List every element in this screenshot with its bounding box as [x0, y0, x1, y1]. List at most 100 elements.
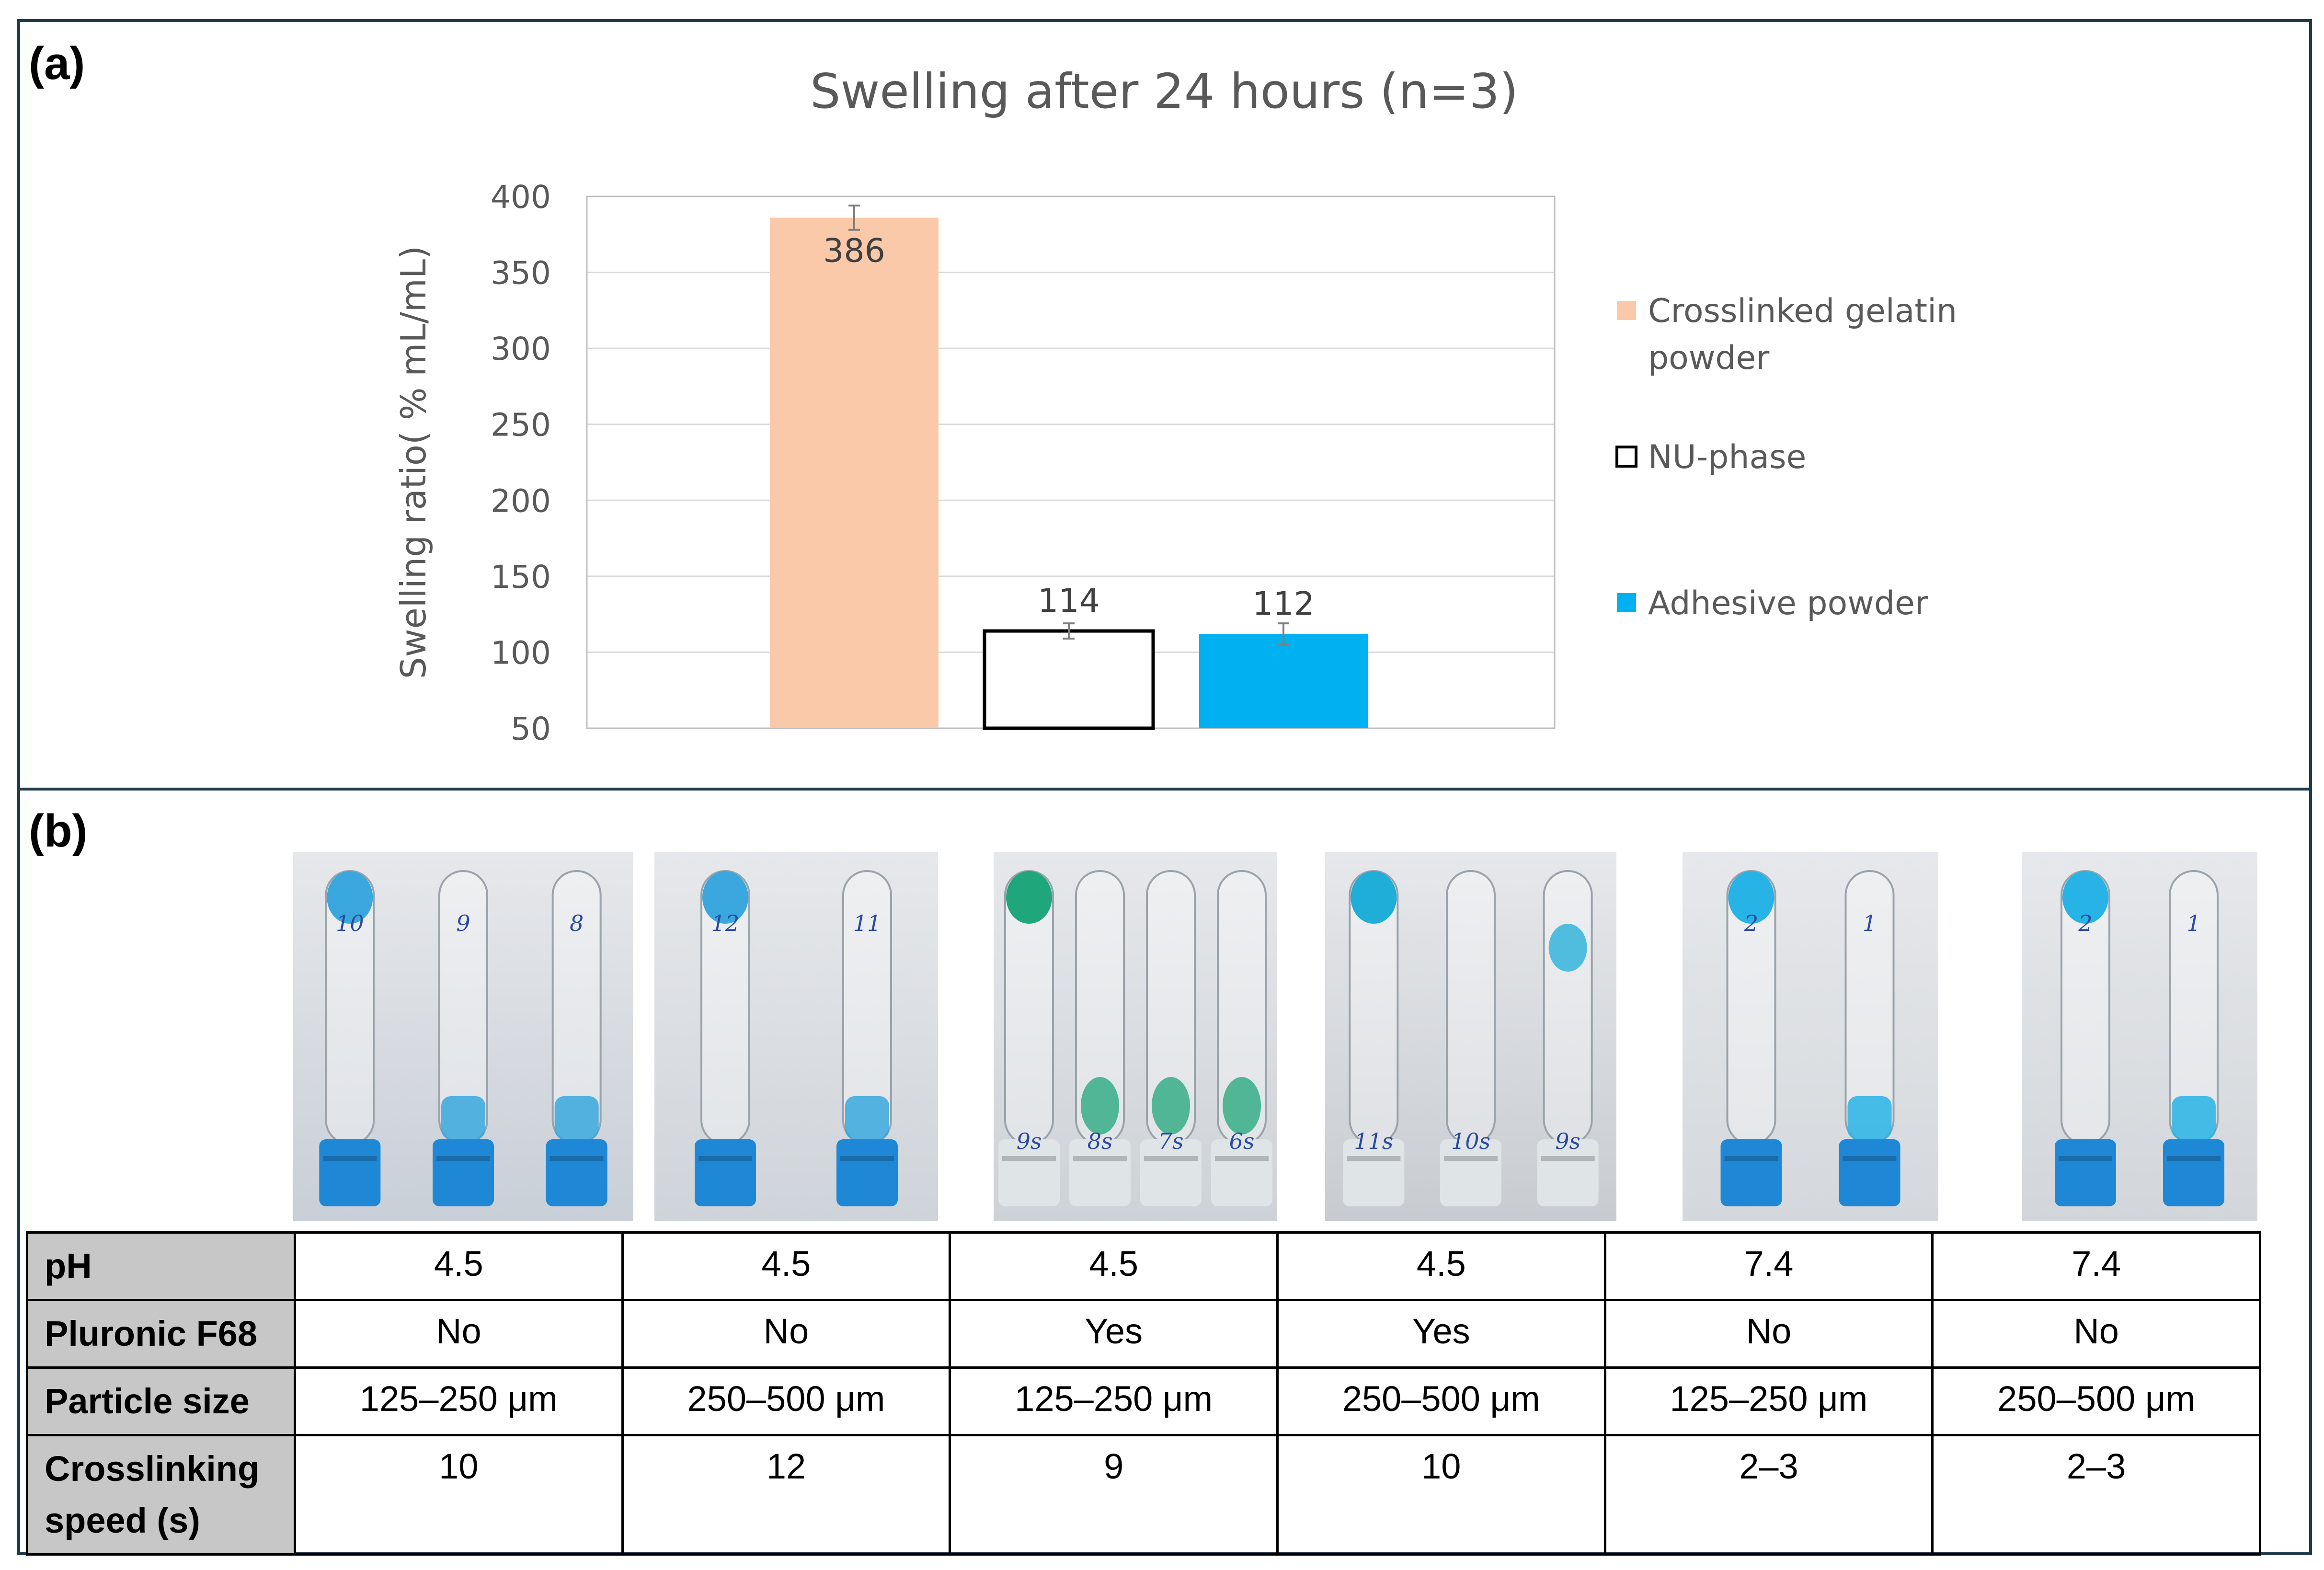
tube-number-label: 2 — [2078, 910, 2092, 936]
photo-1: 10 9 8 — [293, 852, 633, 1221]
table-cell: 250–500 μm — [1931, 1366, 2261, 1436]
tube-number-label: 10 — [336, 910, 364, 936]
gel-blob — [1223, 1077, 1261, 1135]
table-cell: 10 — [294, 1434, 624, 1556]
table-cell: 250–500 μm — [1276, 1366, 1606, 1436]
gel-sediment — [1847, 1096, 1892, 1139]
table-cell: 2–3 — [1603, 1434, 1934, 1556]
y-tick-label: 250 — [491, 407, 551, 444]
gel-plug — [1351, 871, 1397, 924]
legend-swatch — [1615, 446, 1637, 468]
table-row: pH 4.5 4.5 4.5 4.5 7.4 7.4 — [26, 1231, 2261, 1301]
tube-number-label: 8s — [1088, 1128, 1113, 1154]
tube-cap — [1839, 1139, 1900, 1206]
cap-ridge — [1144, 1156, 1198, 1161]
data-label: 112 — [1252, 585, 1315, 623]
table-row: Particle size 125–250 μm 250–500 μm 125–250… — [26, 1366, 2261, 1436]
tube-cap — [433, 1139, 494, 1206]
cap-ridge — [550, 1156, 604, 1161]
panel-b-label: (b) — [29, 805, 88, 857]
data-label: 386 — [823, 232, 885, 270]
cap-ridge — [2059, 1156, 2112, 1161]
tube-number-label: 9 — [456, 910, 470, 936]
test-tube — [1543, 870, 1593, 1145]
swelling-chart: Swelling after 24 hours (n=3) 50 100 150 200… — [393, 63, 1957, 747]
table-cell: 12 — [621, 1434, 951, 1556]
cap-ridge — [840, 1156, 894, 1161]
cap-ridge — [1073, 1156, 1127, 1161]
legend-swatch — [1617, 593, 1636, 612]
tube-number-label: 10s — [1451, 1128, 1490, 1154]
tube-number-label: 7s — [1158, 1128, 1184, 1154]
tube-cap — [1069, 1139, 1131, 1206]
table-cell: 125–250 μm — [949, 1366, 1279, 1436]
table-cell: No — [621, 1299, 951, 1369]
table-cell: 125–250 μm — [1603, 1366, 1934, 1436]
y-tick-label: 50 — [511, 711, 551, 747]
y-tick-label: 200 — [491, 482, 551, 519]
legend-label: Adhesive powder — [1648, 584, 1928, 622]
cap-ridge — [2167, 1156, 2221, 1161]
photo-4: 11s 10s 9s — [1325, 852, 1616, 1221]
photo-4-image: 11s 10s 9s — [1325, 852, 1616, 1221]
cap-ridge — [1002, 1156, 1056, 1161]
tube-number-label: 8 — [570, 910, 584, 936]
table-cell: 2–3 — [1931, 1434, 2261, 1556]
bar-nu-phase — [983, 629, 1155, 730]
tube-cap — [1140, 1139, 1202, 1206]
legend-label: powder — [1648, 339, 1769, 377]
photo-2: 12 11 — [654, 852, 938, 1221]
bar-crosslinked-gelatin-powder — [770, 218, 939, 728]
table-cell: 4.5 — [621, 1231, 951, 1301]
tube-cap — [998, 1139, 1060, 1206]
legend-label: Crosslinked gelatin — [1648, 292, 1957, 330]
tube-cap — [836, 1139, 898, 1206]
tube-number-label: 9s — [1555, 1128, 1580, 1154]
legend-label: NU-phase — [1648, 438, 1806, 476]
photo-3-image: 9s 8s 7s 6s — [994, 852, 1277, 1221]
tube-cap — [695, 1139, 756, 1206]
tube-cap — [1720, 1139, 1782, 1206]
table-cell: No — [1931, 1299, 2261, 1369]
table-cell: 7.4 — [1931, 1231, 2261, 1301]
row-header: Crosslinking speed (s) — [26, 1434, 296, 1556]
tube-number-label: 1 — [2187, 910, 2200, 936]
gel-sediment — [2172, 1096, 2216, 1139]
tube-number-label: 11s — [1354, 1128, 1393, 1154]
gel-blob — [1081, 1077, 1119, 1135]
tube-number-label: 6s — [1229, 1128, 1255, 1154]
gel-plug — [1006, 871, 1052, 924]
table-cell: No — [294, 1299, 624, 1369]
tube-cap — [2163, 1139, 2224, 1206]
legend-swatch — [1617, 301, 1636, 320]
table-row: Crosslinking speed (s) 10 12 9 10 2–3 2–3 — [26, 1434, 2261, 1556]
cap-ridge — [698, 1156, 752, 1161]
table-cell: Yes — [949, 1299, 1279, 1369]
tube-cap — [1211, 1139, 1272, 1206]
tube-cap — [1440, 1139, 1501, 1206]
photo-3: 9s 8s 7s 6s — [994, 852, 1277, 1221]
gel-sediment — [441, 1096, 485, 1139]
gel-sediment — [554, 1096, 599, 1139]
y-tick-label: 150 — [491, 559, 551, 596]
tube-cap — [1537, 1139, 1599, 1206]
tube-cap — [319, 1139, 381, 1206]
row-header: pH — [26, 1231, 296, 1301]
tube-number-label: 9s — [1017, 1128, 1042, 1154]
table-cell: No — [1603, 1299, 1934, 1369]
tube-number-label: 12 — [711, 910, 740, 936]
test-tube — [1446, 870, 1496, 1145]
table-cell: 7.4 — [1603, 1231, 1934, 1301]
tube-number-label: 1 — [1863, 910, 1877, 936]
cap-ridge — [1541, 1156, 1595, 1161]
table-row: Pluronic F68 No No Yes Yes No No — [26, 1299, 2261, 1369]
cap-ridge — [1347, 1156, 1401, 1161]
cap-ridge — [1444, 1156, 1498, 1161]
table-cell: 4.5 — [1276, 1231, 1606, 1301]
table-cell: 4.5 — [294, 1231, 624, 1301]
gel-plug — [702, 871, 748, 924]
cap-ridge — [436, 1156, 490, 1161]
